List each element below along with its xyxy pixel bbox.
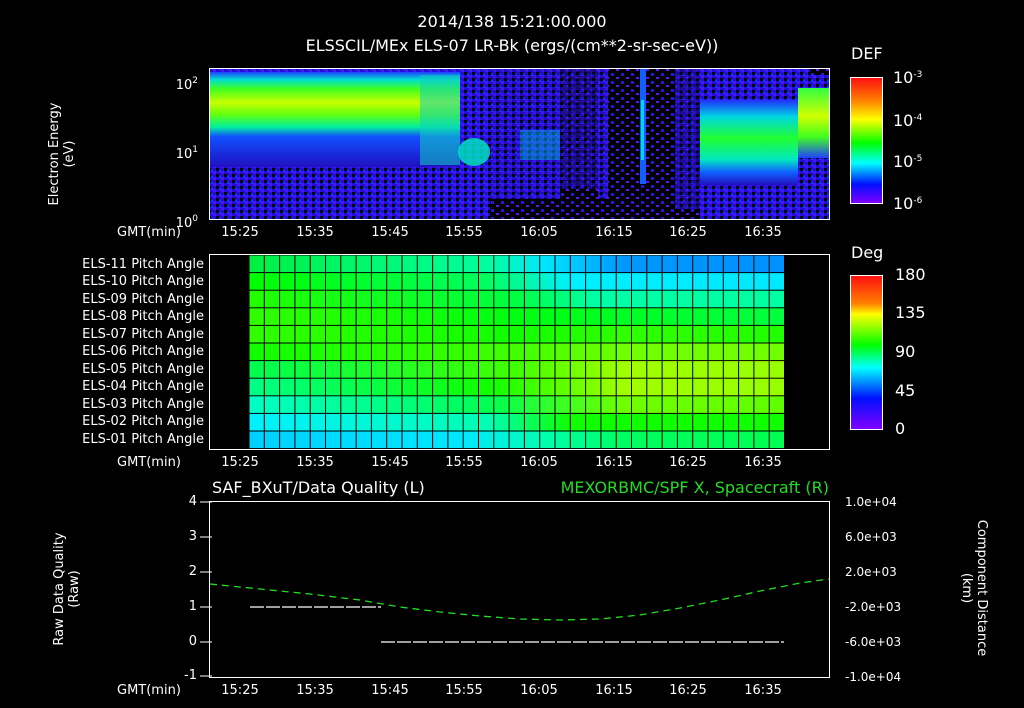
spectrogram-xaxis-label: GMT(min) xyxy=(117,225,181,240)
def-label-1e-4: 10-4 xyxy=(893,111,923,130)
deg-label-45: 45 xyxy=(895,381,916,400)
quality-title-right: MEXORBMC/SPF X, Spacecraft (R) xyxy=(560,478,829,497)
deg-label-180: 180 xyxy=(895,265,926,284)
def-label-1e-3: 10-3 xyxy=(893,68,923,87)
ytick-1: 100 xyxy=(175,214,198,231)
pitch-xaxis-label: GMT(min) xyxy=(117,455,181,470)
deg-label-90: 90 xyxy=(895,342,916,361)
spectrogram-frame xyxy=(209,68,830,220)
quality-title-left: SAF_BXuT/Data Quality (L) xyxy=(212,478,425,497)
quality-ylabel-right: Component Distance (km) xyxy=(959,519,989,657)
deg-label-0: 0 xyxy=(895,419,906,438)
ytick-10: 101 xyxy=(175,145,198,162)
deg-label-135: 135 xyxy=(895,303,926,322)
pitch-angle-frame xyxy=(209,254,830,450)
ytick-100: 102 xyxy=(175,76,198,93)
quality-frame xyxy=(209,501,830,678)
plot-title: ELSSCIL/MEx ELS-07 LR-Bk (ergs/(cm**2-sr… xyxy=(305,36,719,55)
spectrogram-ylabel: Electron Energy (eV) xyxy=(47,102,77,206)
def-label-1e-5: 10-5 xyxy=(893,152,923,171)
quality-xaxis-label: GMT(min) xyxy=(117,683,181,698)
def-colorbar xyxy=(850,77,883,204)
deg-colorbar xyxy=(850,275,883,430)
plot-timestamp: 2014/138 15:21:00.000 xyxy=(417,12,607,31)
def-colorbar-title: DEF xyxy=(851,44,883,63)
def-label-1e-6: 10-6 xyxy=(893,194,923,213)
deg-colorbar-title: Deg xyxy=(851,243,884,262)
quality-ylabel-left: Raw Data Quality (Raw) xyxy=(52,532,82,646)
